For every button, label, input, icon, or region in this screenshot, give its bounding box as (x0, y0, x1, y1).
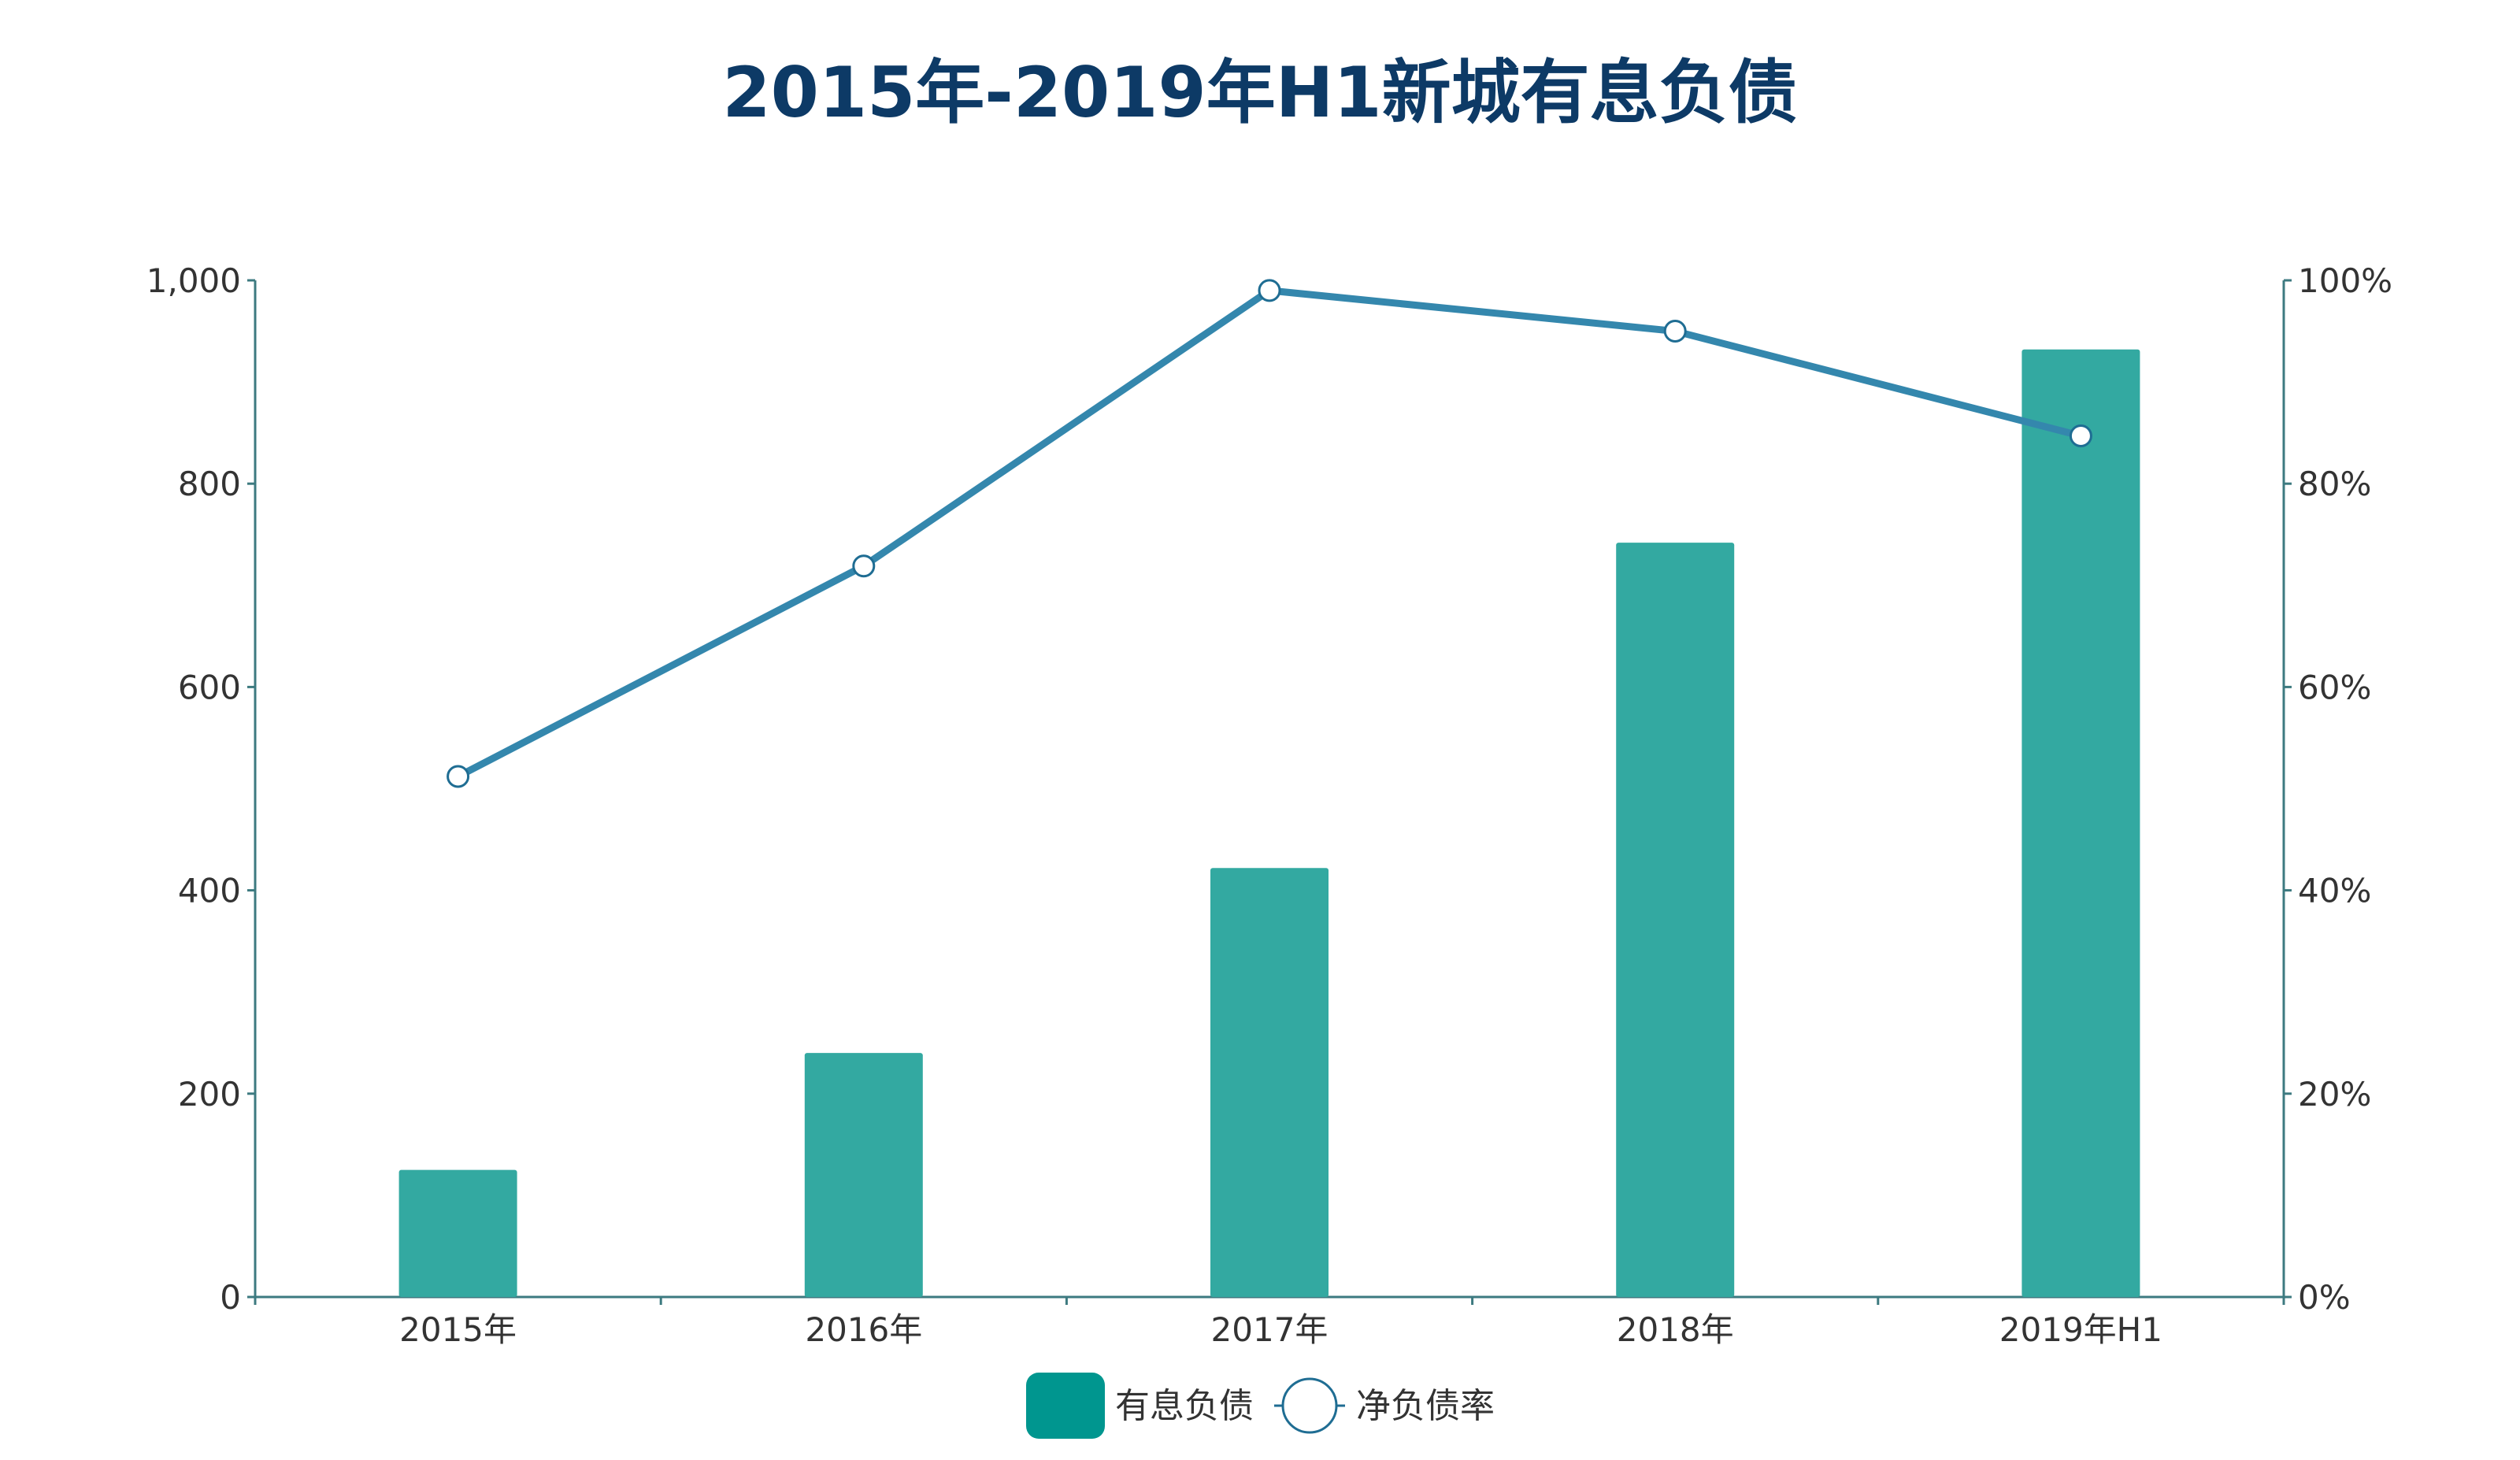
y-right-tick-label: 60% (2298, 668, 2371, 706)
y-right-tick-label: 0% (2298, 1278, 2351, 1317)
x-tick-label: 2018年 (1617, 1310, 1734, 1349)
bar-2016年 (804, 1053, 923, 1297)
x-tick-label: 2019年H1 (1999, 1310, 2162, 1349)
y-right-tick-label: 80% (2298, 465, 2371, 503)
y-left-tick-label: 600 (178, 668, 241, 706)
line-series-group (447, 279, 2092, 788)
legend-swatch-bar (1026, 1373, 1105, 1439)
legend-swatch-marker (1281, 1377, 1338, 1434)
line-净负债率 (454, 287, 2085, 780)
bar-2017年 (1210, 868, 1329, 1297)
x-tick-label: 2015年 (399, 1310, 517, 1349)
y-left-tick-label: 800 (178, 465, 241, 503)
axes-group: 0 200 400 600 800 1,000 0% 20% 40% 60% 80% 100% 2015… (146, 261, 2392, 1349)
y-left-tick-label: 1,000 (146, 261, 241, 300)
bar-2018年 (1616, 543, 1735, 1297)
line-point-2015年 (447, 765, 470, 788)
y-right-tick-label: 100% (2298, 261, 2392, 300)
line-point-2019年H1 (2069, 424, 2092, 448)
bars-group (398, 349, 2140, 1298)
x-tick-label: 2017年 (1211, 1310, 1329, 1349)
bar-2015年 (398, 1169, 517, 1297)
x-tick-label: 2016年 (805, 1310, 922, 1349)
y-left-tick-label: 400 (178, 872, 241, 910)
legend: 有息负债 净负债率 (1026, 1373, 1495, 1439)
legend-label-line: 净负债率 (1356, 1386, 1495, 1426)
line-point-2017年 (1258, 279, 1281, 302)
y-right-tick-label: 20% (2298, 1075, 2371, 1114)
bar-2019年H1 (2022, 349, 2140, 1298)
y-left-tick-label: 0 (220, 1278, 241, 1317)
y-left-tick-label: 200 (178, 1075, 241, 1114)
line-point-2018年 (1663, 320, 1687, 343)
legend-label-bar: 有息负债 (1115, 1386, 1254, 1426)
y-right-tick-label: 40% (2298, 872, 2371, 910)
chart-title: 2015年-2019年H1新城有息负债 (722, 52, 1797, 133)
line-point-2016年 (852, 554, 876, 578)
